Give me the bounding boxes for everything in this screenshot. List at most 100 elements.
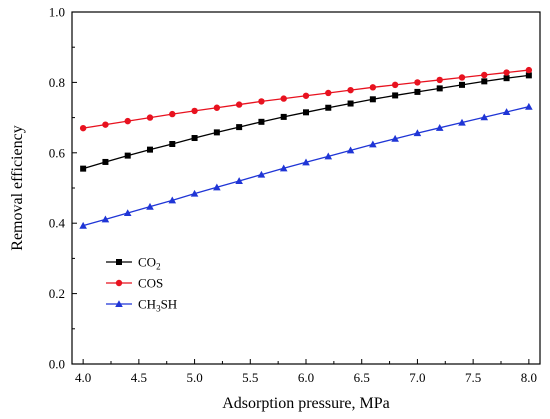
data-point-circle (436, 76, 443, 84)
series-1 (79, 66, 533, 132)
data-point-square (258, 118, 265, 125)
x-tick-label: 6.0 (298, 370, 314, 385)
legend-item: COS (106, 276, 163, 291)
data-point-circle (481, 71, 488, 79)
series-layer (79, 66, 533, 229)
x-tick-label: 7.0 (409, 370, 425, 385)
x-tick-label: 4.5 (131, 370, 147, 385)
x-axis-title: Adsorption pressure, MPa (222, 395, 390, 412)
data-point-triangle (279, 164, 288, 172)
data-point-square (236, 124, 243, 131)
data-point-square (124, 152, 131, 159)
data-point-triangle (213, 183, 221, 191)
data-point-triangle (115, 300, 123, 308)
data-point-triangle (525, 102, 533, 110)
y-axis-title: Removal efficiency (9, 125, 26, 250)
data-point-circle (169, 110, 176, 118)
data-point-triangle (146, 202, 154, 210)
data-point-circle (525, 66, 533, 74)
x-tick-label: 5.5 (242, 370, 258, 385)
data-point-triangle (257, 170, 266, 178)
data-point-square (503, 75, 510, 82)
series-2 (79, 102, 533, 229)
data-point-triangle (302, 158, 310, 166)
x-tick-label: 6.5 (354, 370, 370, 385)
data-point-square (169, 141, 176, 147)
data-point-circle (213, 104, 221, 111)
data-point-square (191, 135, 198, 142)
data-point-circle (79, 124, 87, 132)
data-point-circle (191, 107, 198, 115)
data-point-circle (369, 84, 377, 91)
y-tick-label: 1.0 (49, 5, 65, 20)
legend-label-part: CH (138, 297, 156, 312)
data-point-square (116, 259, 122, 265)
data-point-triangle (435, 124, 444, 131)
data-point-circle (302, 92, 310, 99)
data-point-square (102, 158, 109, 165)
legend-label: CO2 (138, 255, 161, 272)
data-point-square (347, 100, 354, 107)
data-point-triangle (190, 189, 199, 197)
y-tick-label: 0.4 (49, 216, 66, 231)
data-point-triangle (480, 113, 489, 121)
data-point-triangle (235, 177, 243, 184)
x-tick-label: 4.0 (75, 370, 91, 385)
data-point-circle (258, 98, 265, 105)
series-0 (80, 72, 532, 172)
data-point-triangle (458, 118, 466, 126)
legend-item: CO2 (106, 255, 161, 272)
data-point-square (414, 88, 421, 95)
data-point-circle (235, 101, 243, 108)
x-tick-label: 7.5 (465, 370, 481, 385)
data-point-triangle (168, 196, 177, 204)
data-point-circle (503, 69, 510, 76)
axis-ticks: 4.0 4.5 5.0 5.5 6.0 6.5 7.0 7.5 8.0 0.0 0.2 0.4 0.6 0… (49, 5, 537, 386)
legend-label-part: COS (138, 276, 163, 291)
legend-label-subscript: 3 (156, 304, 161, 314)
x-tick-label: 5.0 (186, 370, 202, 385)
legend-label-part: SH (161, 297, 178, 312)
y-tick-label: 0.0 (49, 357, 65, 372)
data-point-square (459, 81, 465, 88)
data-point-circle (414, 79, 421, 86)
legend-label-part: CO (138, 255, 156, 270)
data-point-circle (280, 95, 287, 102)
legend-label: COS (138, 276, 163, 291)
data-point-circle (391, 81, 399, 89)
data-point-square (213, 129, 220, 136)
legend-item: CH3SH (106, 297, 177, 314)
data-point-square (325, 104, 332, 111)
data-point-triangle (101, 215, 110, 223)
data-point-triangle (413, 129, 422, 137)
data-point-square (369, 96, 376, 103)
data-point-triangle (391, 134, 399, 142)
data-point-square (392, 92, 399, 99)
data-point-circle (124, 117, 131, 125)
data-point-triangle (123, 209, 132, 217)
data-point-circle (115, 279, 123, 287)
y-tick-label: 0.2 (49, 286, 65, 301)
x-tick-label: 8.0 (521, 370, 537, 385)
data-point-triangle (79, 221, 87, 229)
data-point-square (436, 85, 443, 92)
data-point-square (80, 165, 87, 172)
legend-label: CH3SH (138, 297, 177, 314)
data-point-triangle (324, 152, 333, 160)
data-point-triangle (346, 146, 355, 154)
y-tick-label: 0.6 (49, 145, 66, 160)
data-point-square (525, 72, 532, 79)
data-point-circle (325, 89, 332, 97)
legend: CO2 COS CH3SH (106, 255, 177, 314)
y-tick-label: 0.8 (49, 75, 65, 90)
data-point-square (147, 146, 153, 153)
data-point-triangle (369, 140, 377, 148)
data-point-square (481, 78, 488, 85)
data-point-square (280, 113, 287, 120)
data-point-circle (458, 74, 466, 81)
plot-frame (71, 11, 541, 365)
data-point-circle (146, 114, 154, 121)
data-point-square (303, 109, 309, 116)
data-point-circle (102, 121, 109, 128)
